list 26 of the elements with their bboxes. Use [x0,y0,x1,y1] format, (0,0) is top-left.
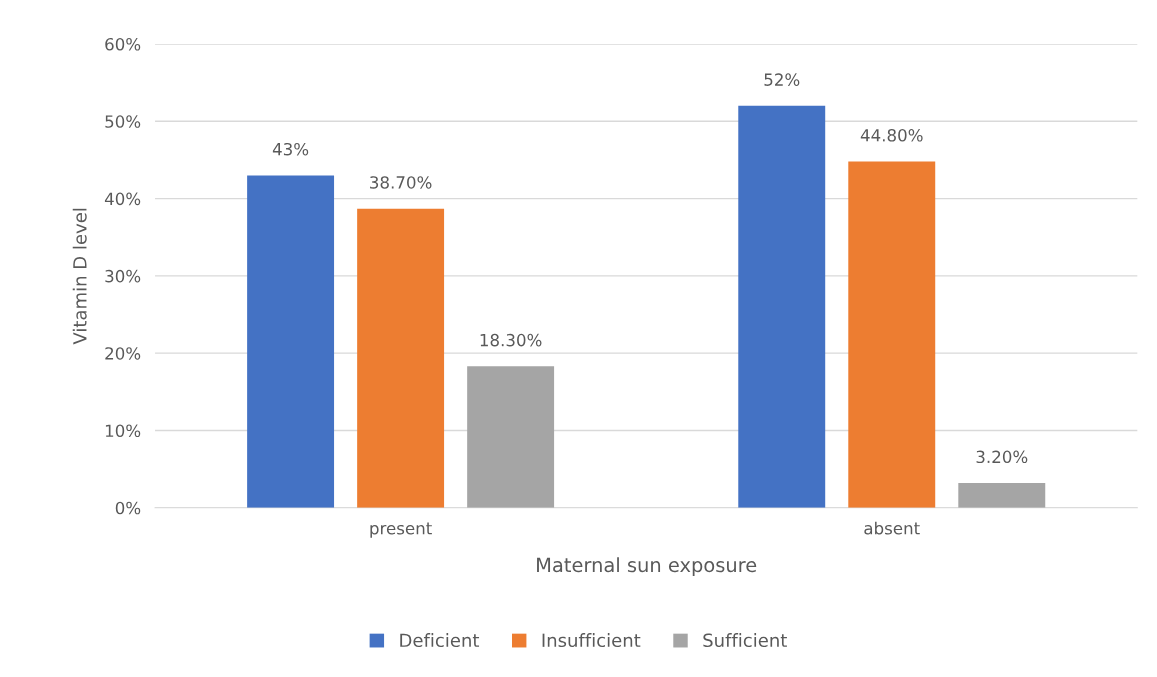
bar [247,175,335,508]
y-axis-title: Vitamin D level [72,208,87,345]
data-label: 3.20% [976,450,1028,464]
data-label: 44.80% [860,128,923,142]
bar [848,161,936,508]
y-tick-label: 30% [105,269,141,283]
y-tick-label: 10% [105,424,141,438]
x-tick-label: absent [864,521,920,535]
y-tick-label: 40% [104,192,141,206]
y-tick-label: 60% [105,37,141,51]
bar [958,483,1046,508]
legend-label: Sufficient [703,633,787,648]
y-tick-label: 20% [105,347,141,360]
data-label: 52% [764,73,800,86]
bar [357,208,445,508]
data-label: 38.70% [370,176,432,189]
data-label: 43% [272,142,309,156]
x-tick-label: present [370,522,432,538]
bar [738,105,826,508]
y-tick-label: 0% [115,501,141,515]
data-label: 18.30% [480,333,542,347]
bar [467,366,555,508]
x-axis-title: Maternal sun exposure [537,557,757,577]
y-tick-label: 50% [105,115,141,128]
legend-label: Insufficient [542,633,641,648]
legend-label: Deficient [400,633,480,648]
